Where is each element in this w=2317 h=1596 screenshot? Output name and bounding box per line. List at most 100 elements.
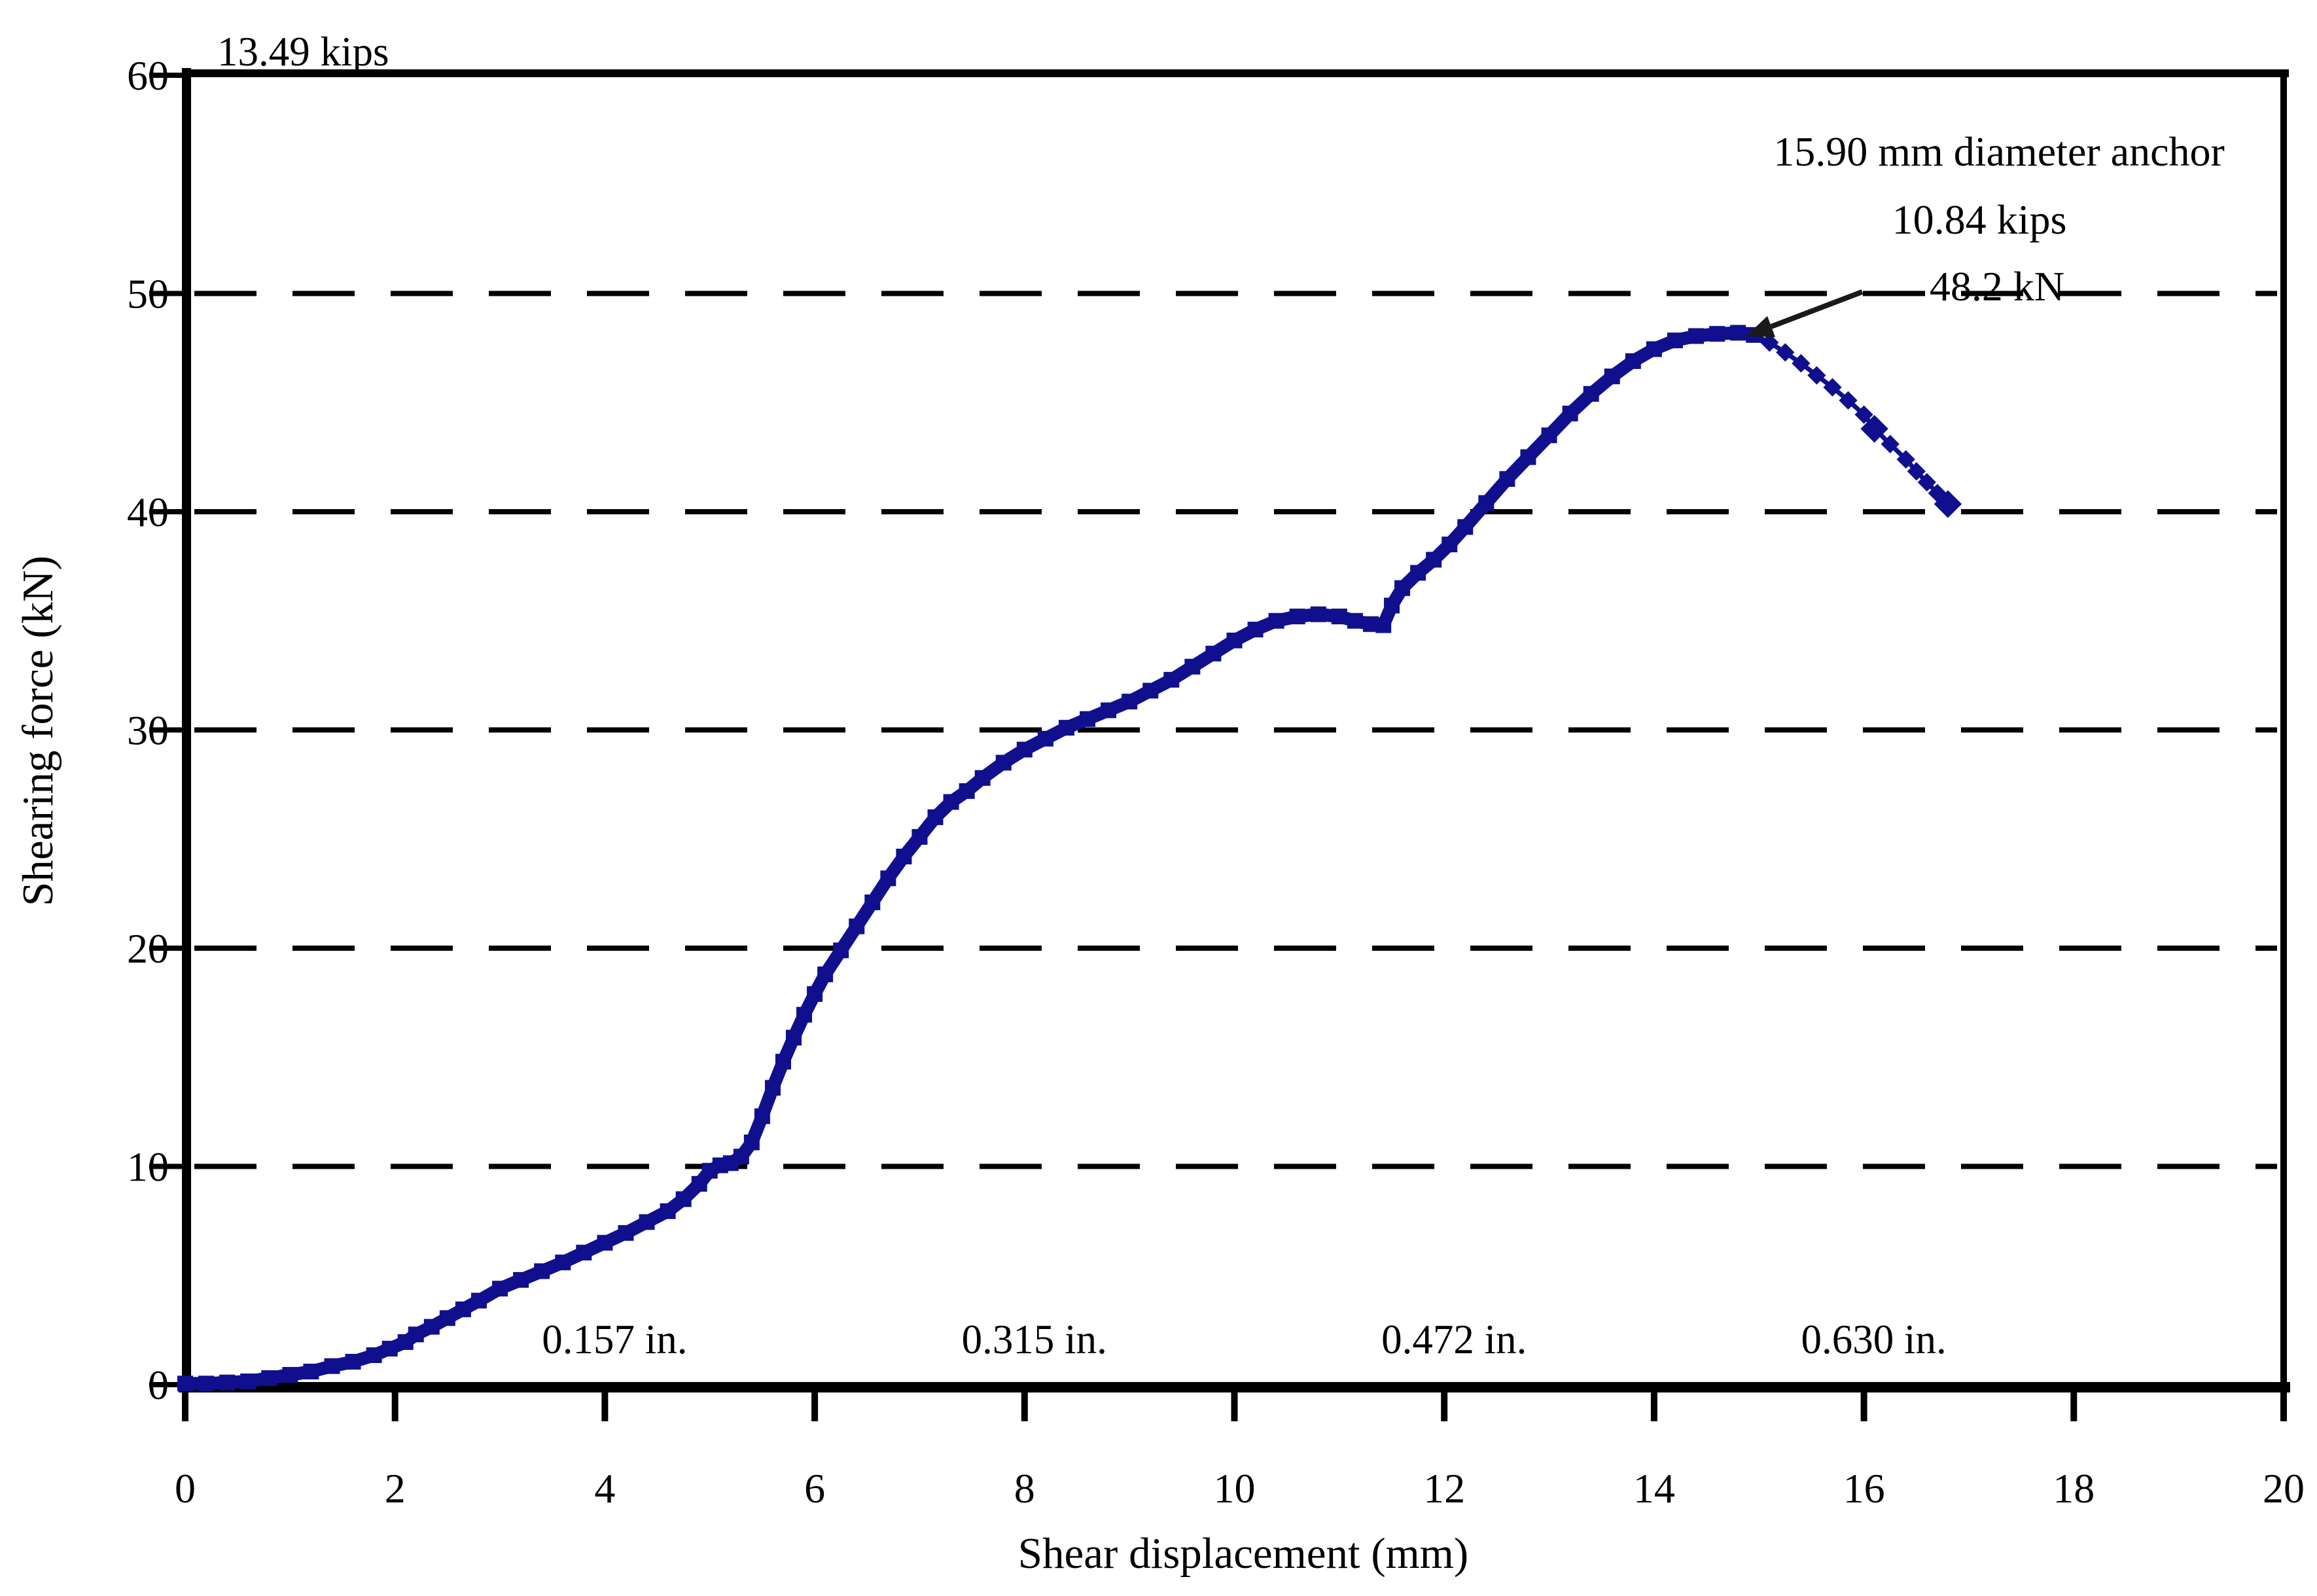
curve-marker: [660, 1203, 676, 1219]
x-tick-label-4: 4: [594, 1465, 615, 1512]
curve-marker: [282, 1366, 298, 1383]
tail-marker: [1881, 434, 1900, 453]
curve-marker: [1184, 658, 1201, 675]
x-tick-label-0: 0: [175, 1465, 196, 1512]
curve-marker: [796, 1006, 813, 1023]
y-tick-label-60: 60: [127, 52, 169, 99]
curve-marker: [833, 942, 849, 959]
curve-marker: [240, 1373, 256, 1389]
annotation-peak-kn: 48.2 kN: [1930, 263, 2064, 310]
curve-marker: [743, 1134, 760, 1150]
tail-marker: [1917, 472, 1936, 492]
curve-marker: [1730, 325, 1746, 341]
curve-marker: [1268, 612, 1284, 629]
inch-label-0: 0.157 in.: [542, 1317, 687, 1362]
curve-marker: [1410, 565, 1426, 581]
curve-marker: [1101, 702, 1117, 718]
curve-marker: [1205, 645, 1222, 662]
curve-marker: [1583, 385, 1599, 402]
curve-marker: [1520, 449, 1536, 465]
curve-marker: [1541, 427, 1557, 444]
curve-marker: [261, 1370, 277, 1386]
x-tick-label-8: 8: [1014, 1465, 1035, 1512]
x-tick-label-10: 10: [1214, 1465, 1256, 1512]
tail-marker: [1776, 343, 1795, 362]
curve-marker: [807, 986, 823, 1002]
y-tick-label-10: 10: [127, 1144, 169, 1190]
curve-marker: [1667, 332, 1683, 349]
curve-marker: [1604, 368, 1620, 385]
curve-marker: [775, 1054, 791, 1070]
curve-marker: [1709, 326, 1725, 342]
curve-marker: [675, 1191, 692, 1207]
generated-plot-layer: 0 2 4 6 8 10 12 14 16 18 20 0 10 20 30 40 50 60 0.157 in. 0…: [127, 52, 2305, 1512]
curve-marker: [1426, 552, 1442, 568]
curve-marker: [1226, 632, 1243, 648]
curve-marker: [555, 1254, 571, 1271]
curve-marker: [1478, 495, 1495, 511]
curve-marker: [470, 1292, 487, 1309]
y-tick-label-50: 50: [127, 271, 169, 317]
annotation-arrowhead: [1746, 316, 1775, 337]
x-tick-label-6: 6: [804, 1465, 825, 1512]
curve-marker: [423, 1319, 440, 1335]
curve-marker: [817, 966, 834, 983]
curve-marker: [513, 1271, 529, 1288]
curve-marker: [177, 1375, 193, 1392]
curve-marker: [733, 1148, 749, 1165]
curve-marker: [764, 1080, 781, 1096]
tail-marker: [1760, 333, 1779, 352]
curve-marker: [492, 1281, 508, 1297]
curve-marker: [1499, 470, 1515, 487]
x-tick-label-20: 20: [2263, 1465, 2305, 1512]
annotation-top-left-kips: 13.49 kips: [217, 29, 389, 75]
curve-marker: [198, 1375, 215, 1392]
curve-marker: [849, 918, 865, 934]
curve-marker: [1375, 617, 1392, 633]
inch-label-3: 0.630 in.: [1801, 1317, 1946, 1362]
curve-marker: [1016, 741, 1033, 758]
curve-marker: [1625, 353, 1641, 369]
curve-marker: [1142, 683, 1159, 699]
curve-marker: [597, 1235, 613, 1251]
curve-marker: [943, 794, 959, 810]
tail-marker: [1839, 391, 1858, 410]
curve-marker: [455, 1301, 471, 1317]
y-tick-label-30: 30: [127, 707, 169, 754]
inch-label-1: 0.315 in.: [962, 1317, 1107, 1362]
curve-marker: [1058, 720, 1074, 736]
tail-marker: [1907, 462, 1926, 481]
curve-marker: [1163, 671, 1180, 688]
y-axis-title: Shearing force (kN): [14, 556, 62, 906]
curve-marker: [974, 770, 991, 786]
curve-marker: [959, 783, 975, 799]
curve-marker: [1384, 597, 1400, 614]
curve-marker: [219, 1374, 236, 1391]
curve-marker: [1562, 405, 1578, 421]
curve-marker: [439, 1310, 455, 1326]
x-tick-label-16: 16: [1843, 1465, 1885, 1512]
x-tick-label-2: 2: [385, 1465, 406, 1512]
x-axis-title: Shear displacement (mm): [1018, 1529, 1468, 1578]
curve-marker: [1037, 730, 1053, 747]
y-tick-label-40: 40: [127, 489, 169, 535]
curve-marker: [303, 1363, 319, 1379]
curve-marker: [880, 870, 896, 887]
curve-marker: [366, 1347, 382, 1363]
curve-marker: [1394, 580, 1411, 596]
tail-marker: [1823, 378, 1842, 397]
curve-marker: [754, 1108, 770, 1124]
curve-marker: [534, 1263, 550, 1279]
x-tick-label-12: 12: [1423, 1465, 1465, 1512]
x-tick-label-18: 18: [2053, 1465, 2095, 1512]
curve-marker: [324, 1358, 340, 1374]
main-curve: [185, 326, 1755, 1391]
curve-marker: [639, 1214, 655, 1230]
curve-marker: [995, 754, 1012, 771]
curve-marker: [1247, 622, 1264, 638]
tail-marker: [1854, 405, 1873, 424]
annotation-peak-kips: 10.84 kips: [1892, 196, 2067, 243]
tail-curve: [1752, 332, 1950, 506]
